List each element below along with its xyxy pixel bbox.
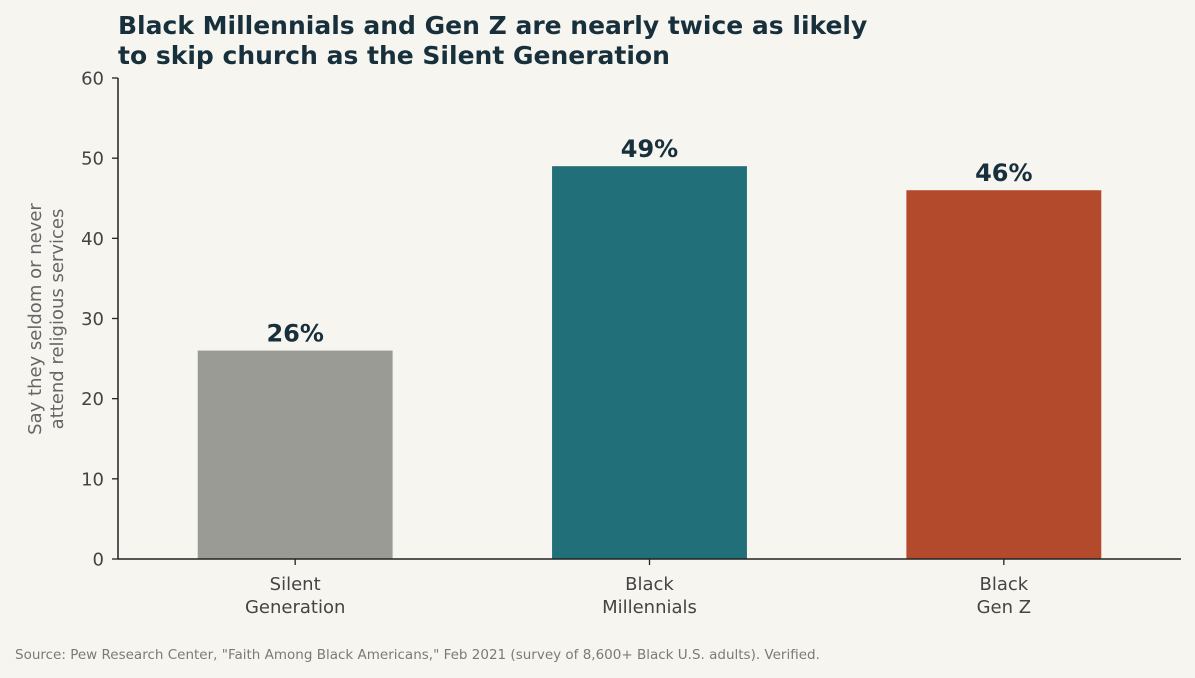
x-tick-label: Gen Z [977, 597, 1031, 618]
chart-title: Black Millennials and Gen Z are nearly t… [118, 11, 1018, 71]
x-tick-label: Millennials [602, 597, 697, 618]
x-tick-label: Black [625, 574, 674, 595]
y-tick-label: 40 [81, 229, 104, 250]
data-label: 26% [266, 320, 323, 348]
bar [197, 350, 393, 559]
bar [906, 190, 1102, 559]
chart-title-line-1: Black Millennials and Gen Z are nearly t… [118, 11, 868, 40]
y-tick-label: 0 [93, 550, 104, 571]
y-tick-label: 60 [81, 69, 104, 90]
y-tick-label: 20 [81, 389, 104, 410]
x-tick-label: Silent [270, 574, 321, 595]
y-axis-label-line-2: attend religious services [47, 209, 68, 430]
y-tick-label: 30 [81, 309, 104, 330]
x-tick-label: Generation [245, 597, 345, 618]
bar [552, 166, 747, 559]
data-label: 46% [975, 159, 1032, 187]
chart-title-line-2: to skip church as the Silent Generation [118, 41, 670, 70]
y-axis-label: Say they seldom or never attend religiou… [25, 203, 68, 435]
y-tick-label: 10 [81, 469, 104, 490]
y-tick-label: 50 [81, 149, 104, 170]
x-tick-label: Black [979, 574, 1028, 595]
source-note: Source: Pew Research Center, "Faith Amon… [15, 647, 820, 663]
data-label: 49% [621, 135, 678, 163]
y-axis-label-line-1: Say they seldom or never [25, 203, 46, 435]
